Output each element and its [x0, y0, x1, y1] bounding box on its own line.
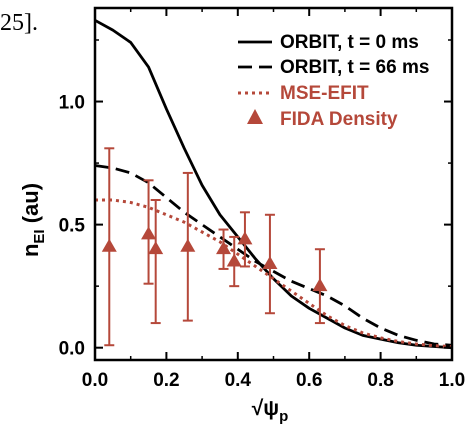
x-tick-label: 0.6: [296, 370, 322, 391]
data-point-triangle: [180, 238, 196, 252]
data-point-triangle: [148, 241, 164, 255]
series-line-1: [94, 164, 453, 347]
x-axis-title: √ψp: [252, 397, 289, 425]
x-tick-label: 1.0: [439, 370, 465, 391]
data-point-triangle: [226, 253, 242, 267]
axis-titles: √ψp nEI (au): [18, 183, 288, 425]
axes: 0.0 0.2 0.4 0.6 0.8 1.0 0.0 0.5 1.0: [59, 6, 465, 391]
data-point-triangle: [101, 238, 117, 252]
legend-entry-label: ORBIT, t = 0 ms: [280, 32, 419, 53]
series-line-2: [95, 198, 453, 348]
x-tick-label: 0.8: [367, 370, 393, 391]
plot-area: [94, 19, 453, 350]
y-axis-title: nEI (au): [18, 183, 48, 257]
text-fragment: 25].: [0, 10, 38, 36]
x-tick-label: 0.0: [82, 370, 108, 391]
legend-entry-label: FIDA Density: [280, 109, 398, 130]
legend-entry-label: ORBIT, t = 66 ms: [280, 57, 429, 78]
y-tick-label: 1.0: [59, 93, 85, 114]
data-point-triangle: [216, 241, 232, 255]
x-tick-label: 0.2: [153, 370, 179, 391]
legend: ORBIT, t = 0 ms ORBIT, t = 66 ms MSE-EFIT F…: [238, 32, 429, 130]
data-point-triangle: [237, 231, 253, 245]
data-point-triangle: [141, 226, 157, 240]
data-point-triangle: [262, 255, 278, 269]
legend-entry-label: MSE-EFIT: [280, 83, 369, 104]
y-tick-label: 0.0: [59, 339, 85, 360]
x-tick-label: 0.4: [225, 370, 252, 391]
y-tick-label: 0.5: [59, 216, 86, 237]
legend-swatch-triangle: [247, 109, 263, 124]
data-point-triangle: [312, 278, 328, 292]
